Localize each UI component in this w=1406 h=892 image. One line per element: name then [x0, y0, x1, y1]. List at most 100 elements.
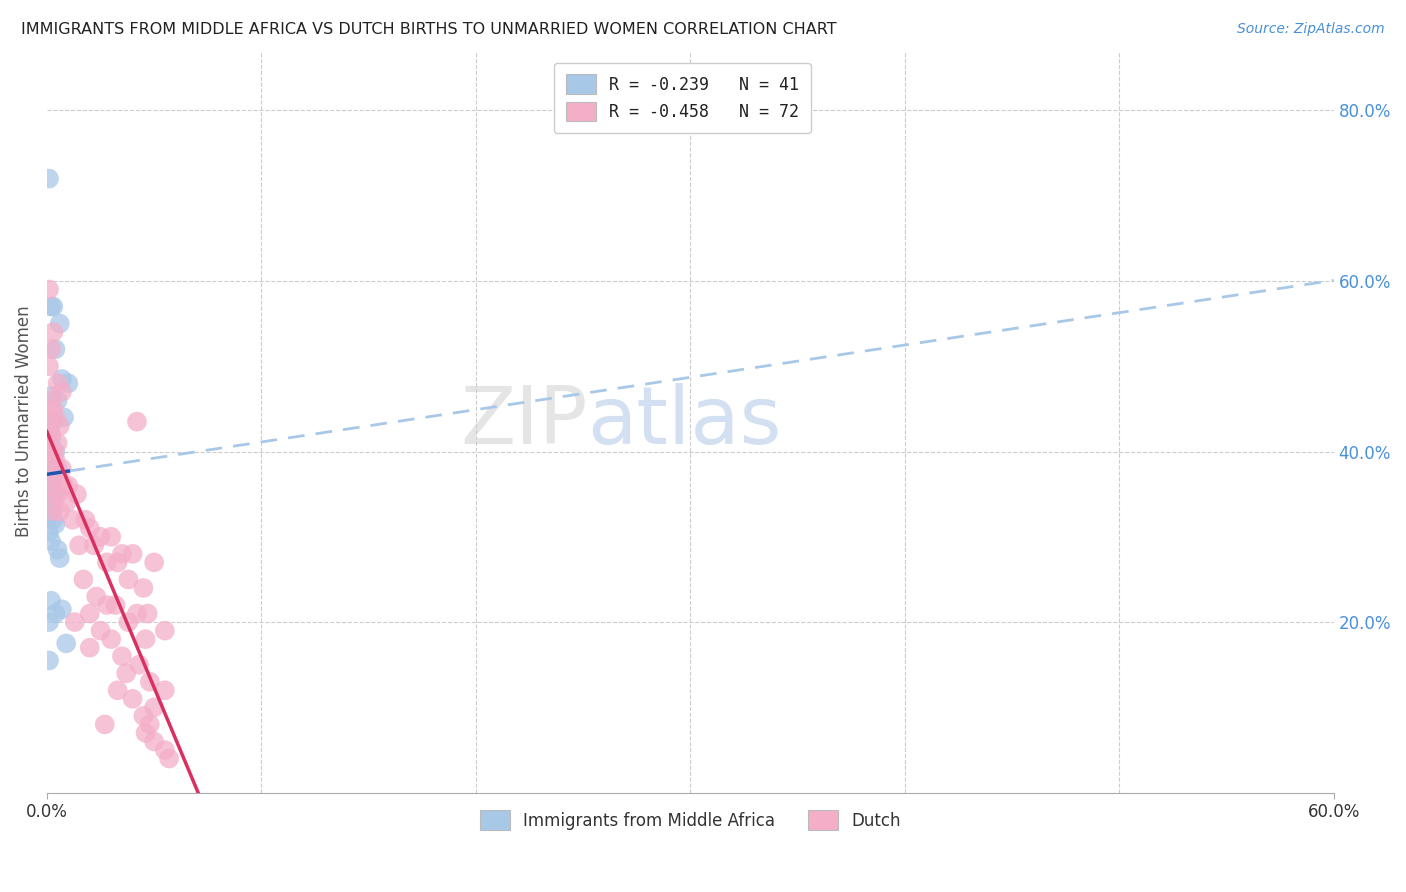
- Point: [125, 415, 148, 429]
- Point: [39, 427, 62, 442]
- Point: [63, 615, 86, 629]
- Point: [111, 547, 134, 561]
- Point: [117, 615, 139, 629]
- Point: [44, 342, 66, 356]
- Point: [157, 751, 180, 765]
- Point: [46, 436, 69, 450]
- Point: [38, 470, 60, 484]
- Point: [66, 487, 89, 501]
- Point: [38, 359, 60, 374]
- Point: [62, 513, 84, 527]
- Point: [38, 615, 60, 629]
- Point: [44, 410, 66, 425]
- Legend: Immigrants from Middle Africa, Dutch: Immigrants from Middle Africa, Dutch: [472, 804, 908, 837]
- Point: [39, 393, 62, 408]
- Point: [42, 513, 65, 527]
- Point: [51, 461, 73, 475]
- Point: [38, 283, 60, 297]
- Point: [49, 419, 72, 434]
- Point: [135, 632, 157, 647]
- Point: [51, 384, 73, 399]
- Point: [38, 525, 60, 540]
- Point: [38, 423, 60, 437]
- Point: [39, 504, 62, 518]
- Text: IMMIGRANTS FROM MIDDLE AFRICA VS DUTCH BIRTHS TO UNMARRIED WOMEN CORRELATION CHA: IMMIGRANTS FROM MIDDLE AFRICA VS DUTCH B…: [21, 22, 837, 37]
- Point: [58, 376, 80, 391]
- Point: [39, 389, 62, 403]
- Point: [53, 478, 76, 492]
- Point: [100, 530, 122, 544]
- Point: [94, 717, 117, 731]
- Point: [143, 555, 166, 569]
- Point: [121, 691, 143, 706]
- Point: [111, 649, 134, 664]
- Point: [46, 376, 69, 391]
- Point: [136, 607, 159, 621]
- Point: [49, 317, 72, 331]
- Point: [55, 636, 77, 650]
- Point: [55, 496, 77, 510]
- Point: [107, 683, 129, 698]
- Point: [42, 470, 65, 484]
- Y-axis label: Births to Unmarried Women: Births to Unmarried Women: [15, 306, 32, 538]
- Point: [83, 538, 105, 552]
- Point: [44, 607, 66, 621]
- Point: [89, 530, 111, 544]
- Text: atlas: atlas: [588, 383, 782, 460]
- Point: [38, 410, 60, 425]
- Point: [42, 325, 65, 339]
- Point: [42, 504, 65, 518]
- Point: [53, 410, 76, 425]
- Point: [128, 657, 150, 672]
- Point: [39, 487, 62, 501]
- Point: [115, 666, 138, 681]
- Point: [46, 393, 69, 408]
- Point: [104, 598, 127, 612]
- Point: [72, 573, 94, 587]
- Text: ZIP: ZIP: [460, 383, 588, 460]
- Point: [135, 726, 157, 740]
- Point: [39, 458, 62, 472]
- Point: [132, 581, 155, 595]
- Point: [107, 555, 129, 569]
- Point: [39, 300, 62, 314]
- Text: Source: ZipAtlas.com: Source: ZipAtlas.com: [1237, 22, 1385, 37]
- Point: [39, 453, 62, 467]
- Point: [143, 734, 166, 748]
- Point: [96, 555, 118, 569]
- Point: [38, 478, 60, 492]
- Point: [153, 743, 176, 757]
- Point: [46, 461, 69, 475]
- Point: [38, 453, 60, 467]
- Point: [58, 478, 80, 492]
- Point: [49, 551, 72, 566]
- Point: [39, 487, 62, 501]
- Point: [38, 444, 60, 458]
- Point: [89, 624, 111, 638]
- Point: [75, 513, 97, 527]
- Point: [67, 538, 90, 552]
- Point: [39, 594, 62, 608]
- Point: [46, 487, 69, 501]
- Point: [153, 683, 176, 698]
- Point: [42, 300, 65, 314]
- Point: [44, 453, 66, 467]
- Point: [39, 342, 62, 356]
- Point: [79, 607, 101, 621]
- Point: [143, 700, 166, 714]
- Point: [38, 440, 60, 454]
- Point: [139, 717, 162, 731]
- Point: [42, 466, 65, 480]
- Point: [51, 372, 73, 386]
- Point: [132, 709, 155, 723]
- Point: [39, 534, 62, 549]
- Point: [38, 171, 60, 186]
- Point: [117, 573, 139, 587]
- Point: [139, 674, 162, 689]
- Point: [96, 598, 118, 612]
- Point: [100, 632, 122, 647]
- Point: [79, 521, 101, 535]
- Point: [49, 504, 72, 518]
- Point: [39, 432, 62, 446]
- Point: [42, 444, 65, 458]
